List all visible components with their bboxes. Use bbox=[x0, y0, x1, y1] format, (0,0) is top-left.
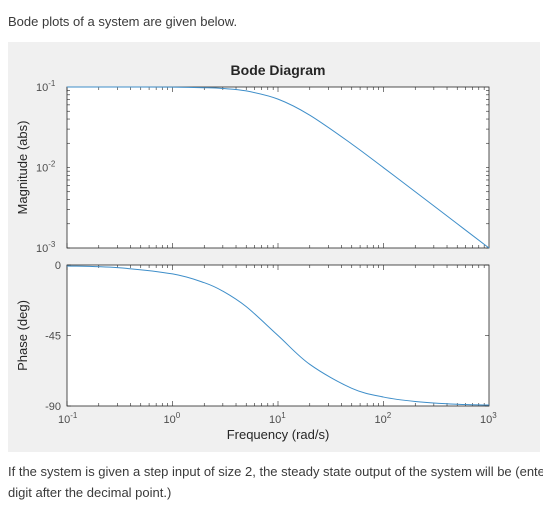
phase-y-tick-label: -45 bbox=[45, 331, 61, 343]
x-tick-label: 102 bbox=[375, 411, 392, 426]
intro-text: Bode plots of a system are given below. bbox=[8, 14, 238, 29]
bode-figure: Bode Diagram 10-1 10-2 10-3 0 -45 -90 10-1 100 10… bbox=[8, 42, 540, 452]
phase-series-line bbox=[66, 265, 490, 406]
magnitude-y-tick-label: 10-2 bbox=[36, 160, 56, 175]
x-tick-label: 10-1 bbox=[58, 411, 78, 426]
magnitude-y-tick-label: 10-1 bbox=[36, 79, 56, 94]
magnitude-y-tick-label: 10-3 bbox=[36, 240, 56, 255]
magnitude-series-line bbox=[66, 86, 490, 249]
x-tick-label: 103 bbox=[480, 411, 497, 426]
frequency-axis-title: Frequency (rad/s) bbox=[227, 427, 330, 442]
magnitude-axis-title: Magnitude (abs) bbox=[15, 121, 30, 215]
phase-y-tick-label: 0 bbox=[55, 260, 61, 272]
chart-title: Bode Diagram bbox=[231, 62, 326, 78]
x-tick-label: 100 bbox=[164, 411, 181, 426]
question-line-1: If the system is given a step input of s… bbox=[8, 464, 543, 479]
magnitude-axes bbox=[66, 86, 490, 249]
phase-y-tick-label: -90 bbox=[45, 401, 61, 413]
x-tick-label: 101 bbox=[269, 411, 286, 426]
question-line-2: digit after the decimal point.) bbox=[8, 485, 172, 500]
phase-axis-title: Phase (deg) bbox=[15, 300, 30, 371]
question-text: If the system is given a step input of s… bbox=[8, 461, 543, 503]
